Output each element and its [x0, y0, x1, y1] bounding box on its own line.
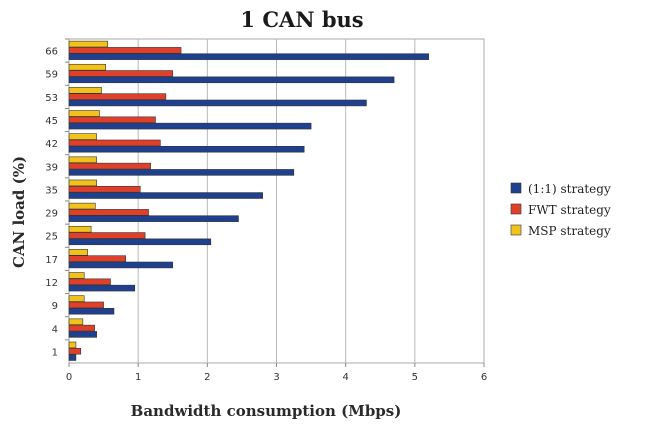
y-tick-label: 45: [45, 116, 58, 127]
bar-1-1-strategy-9: (1:1) strategy: 0.65: [68, 307, 115, 315]
bar-fwt-strategy-12: FWT strategy: 0.6: [68, 278, 111, 286]
y-tick-label: 53: [45, 93, 58, 104]
x-tick-labels: 0 1 2 3 4 5 6: [66, 372, 487, 383]
bar-fwt-strategy-25: FWT strategy: 1.1: [68, 232, 146, 239]
x-tick-label: 3: [273, 372, 279, 383]
legend: (1:1) strategy FWT strategy MSP strategy: [510, 182, 611, 238]
y-tick-label: 66: [45, 47, 58, 58]
bars: MSP strategy: 0.1FWT strategy: 0.17(1:1)…: [68, 40, 429, 361]
x-axis-label: Bandwidth consumption (Mbps): [131, 402, 402, 420]
bar-1-1-strategy-53: (1:1) strategy: 4.3: [68, 99, 367, 107]
bar-msp-strategy-39: MSP strategy: 0.4: [68, 156, 97, 164]
y-axis-label: CAN load (%): [10, 156, 28, 268]
bar-msp-strategy-66: MSP strategy: 0.56: [68, 40, 109, 48]
bar-fwt-strategy-1: FWT strategy: 0.17: [68, 347, 82, 355]
y-tick-label: 17: [45, 255, 58, 266]
gridlines: [65, 38, 485, 367]
bar-1-1-strategy-1: (1:1) strategy: 0.1: [68, 354, 77, 361]
bar-fwt-strategy-45: FWT strategy: 1.25: [68, 116, 156, 124]
legend-label: (1:1) strategy: [528, 182, 611, 196]
bar-msp-strategy-1: MSP strategy: 0.1: [68, 341, 77, 349]
x-tick-label: 1: [135, 372, 141, 383]
y-tick-label: 9: [52, 301, 58, 312]
bar-msp-strategy-25: MSP strategy: 0.32: [68, 225, 92, 233]
bar-fwt-strategy-66: FWT strategy: 1.62: [68, 47, 182, 54]
bar-msp-strategy-9: MSP strategy: 0.22: [68, 295, 85, 302]
bar-msp-strategy-4: MSP strategy: 0.2: [68, 318, 84, 326]
bar-msp-strategy-12: MSP strategy: 0.22: [68, 272, 85, 279]
x-tick-label: 6: [481, 372, 487, 383]
bar-1-1-strategy-42: (1:1) strategy: 3.4: [68, 145, 305, 153]
y-tick-label: 4: [52, 324, 58, 335]
y-tick-label: 29: [45, 209, 58, 220]
legend-swatch: [510, 182, 522, 194]
bar-1-1-strategy-4: (1:1) strategy: 0.4: [68, 331, 97, 338]
bar-fwt-strategy-29: FWT strategy: 1.15: [68, 209, 149, 216]
y-tick-label: 59: [45, 70, 58, 81]
y-tick-label: 1: [52, 347, 58, 358]
bar-msp-strategy-17: MSP strategy: 0.27: [68, 249, 88, 256]
legend-swatch: [510, 203, 522, 215]
bar-fwt-strategy-59: FWT strategy: 1.5: [68, 70, 174, 77]
bar-fwt-strategy-42: FWT strategy: 1.32: [68, 139, 161, 147]
bar-msp-strategy-35: MSP strategy: 0.4: [68, 179, 97, 187]
bar-1-1-strategy-59: (1:1) strategy: 4.7: [68, 76, 395, 84]
y-tick-label: 35: [45, 185, 58, 196]
x-tick-label: 5: [412, 372, 418, 383]
bar-fwt-strategy-39: FWT strategy: 1.18: [68, 162, 151, 170]
x-tick-label: 4: [342, 372, 348, 383]
bar-fwt-strategy-9: FWT strategy: 0.5: [68, 301, 104, 309]
bar-msp-strategy-42: MSP strategy: 0.4: [68, 133, 97, 140]
bar-fwt-strategy-53: FWT strategy: 1.4: [68, 93, 167, 100]
x-tick-label: 2: [204, 372, 210, 383]
y-tick-label: 25: [45, 232, 58, 243]
y-tick-label: 42: [45, 139, 58, 150]
bar-1-1-strategy-12: (1:1) strategy: 0.95: [68, 284, 136, 292]
bar-fwt-strategy-35: FWT strategy: 1.03: [68, 185, 141, 193]
bar-1-1-strategy-39: (1:1) strategy: 3.25: [68, 169, 295, 176]
bar-msp-strategy-59: MSP strategy: 0.53: [68, 63, 106, 71]
bar-1-1-strategy-66: (1:1) strategy: 5.2: [68, 53, 429, 60]
bar-1-1-strategy-29: (1:1) strategy: 2.45: [68, 215, 239, 222]
bar-msp-strategy-53: MSP strategy: 0.47: [68, 87, 102, 94]
y-tick-label: 39: [45, 162, 58, 173]
bar-msp-strategy-45: MSP strategy: 0.44: [68, 110, 100, 117]
bar-1-1-strategy-25: (1:1) strategy: 2.05: [68, 238, 212, 246]
bar-1-1-strategy-35: (1:1) strategy: 2.8: [68, 192, 263, 199]
bar-msp-strategy-29: MSP strategy: 0.38: [68, 202, 96, 210]
legend-swatch: [510, 224, 522, 236]
y-tick-labels: 1 4 9 12 17 25 29 35 39 42 45 53 59 66: [45, 47, 58, 359]
bar-1-1-strategy-17: (1:1) strategy: 1.5: [68, 261, 174, 269]
bar-fwt-strategy-17: FWT strategy: 0.82: [68, 255, 127, 262]
chart-title: 1 CAN bus: [240, 7, 363, 32]
legend-label: FWT strategy: [528, 203, 611, 217]
x-tick-label: 0: [66, 372, 72, 383]
bar-1-1-strategy-45: (1:1) strategy: 3.5: [68, 122, 312, 130]
bar-fwt-strategy-4: FWT strategy: 0.37: [68, 324, 95, 332]
y-tick-label: 12: [45, 278, 58, 289]
legend-label: MSP strategy: [528, 224, 611, 238]
